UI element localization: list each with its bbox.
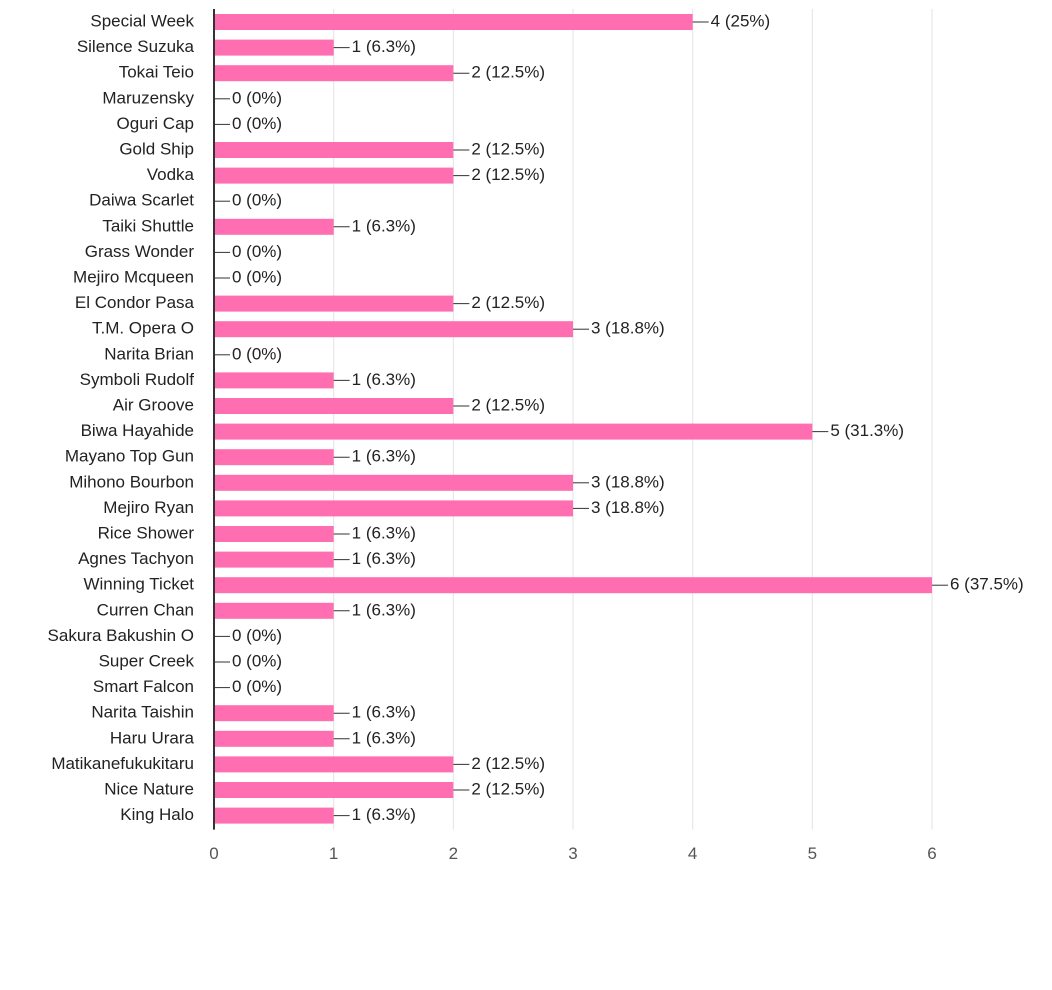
bar (214, 526, 334, 542)
value-label: 1 (6.3%) (352, 600, 416, 619)
category-label: Symboli Rudolf (80, 370, 195, 389)
value-label: 4 (25%) (711, 11, 771, 30)
category-label: Oguri Cap (117, 114, 194, 133)
bar (214, 142, 454, 158)
category-label: Narita Brian (104, 344, 194, 363)
category-label: Winning Ticket (83, 575, 194, 594)
value-label: 1 (6.3%) (352, 549, 416, 568)
x-tick-label: 2 (449, 844, 458, 863)
category-label: Taiki Shuttle (102, 216, 194, 235)
bar (214, 577, 932, 594)
bar (214, 500, 573, 517)
value-label: 2 (12.5%) (471, 139, 545, 158)
category-label: Biwa Hayahide (81, 421, 194, 440)
category-label: T.M. Opera O (92, 319, 194, 338)
category-label: King Halo (120, 805, 194, 824)
value-label: 1 (6.3%) (352, 703, 416, 722)
value-label: 2 (12.5%) (471, 395, 545, 414)
value-label: 0 (0%) (232, 651, 282, 670)
value-label: 1 (6.3%) (352, 728, 416, 747)
bar (214, 372, 334, 389)
x-tick-label: 0 (209, 844, 218, 863)
bar (214, 295, 454, 312)
bar (214, 39, 334, 56)
value-label: 0 (0%) (232, 114, 282, 133)
category-label: Narita Taishin (91, 703, 194, 722)
value-label: 0 (0%) (232, 626, 282, 645)
x-tick-label: 3 (568, 844, 577, 863)
bar (214, 14, 693, 30)
value-label: 2 (12.5%) (471, 754, 545, 773)
category-label: Sakura Bakushin O (48, 626, 194, 645)
category-label: Mihono Bourbon (69, 472, 194, 491)
category-label: Curren Chan (97, 600, 194, 619)
category-label: Mejiro Ryan (103, 498, 194, 517)
value-label: 1 (6.3%) (352, 216, 416, 235)
value-label: 2 (12.5%) (471, 293, 545, 312)
value-label: 1 (6.3%) (352, 523, 416, 542)
bar (214, 807, 334, 824)
bar (214, 705, 334, 722)
value-label: 1 (6.3%) (352, 370, 416, 389)
value-label: 3 (18.8%) (591, 472, 665, 491)
value-label: 6 (37.5%) (950, 575, 1024, 594)
value-label: 2 (12.5%) (471, 63, 545, 82)
bar (214, 423, 813, 440)
bar (214, 167, 454, 184)
category-label: Gold Ship (119, 139, 194, 158)
value-label: 0 (0%) (232, 191, 282, 210)
value-label: 2 (12.5%) (471, 165, 545, 184)
bar (214, 756, 454, 773)
category-label: Grass Wonder (85, 242, 195, 261)
category-label: Agnes Tachyon (78, 549, 194, 568)
bar (214, 321, 573, 338)
value-label: 5 (31.3%) (830, 421, 904, 440)
category-label: Rice Shower (98, 523, 195, 542)
category-label: Maruzensky (102, 88, 194, 107)
x-tick-label: 5 (808, 844, 817, 863)
value-label: 0 (0%) (232, 344, 282, 363)
bar (214, 398, 454, 414)
bar (214, 782, 454, 798)
x-tick-label: 4 (688, 844, 697, 863)
category-label: Silence Suzuka (77, 37, 195, 56)
value-label: 0 (0%) (232, 677, 282, 696)
bar (214, 449, 334, 466)
bar (214, 65, 454, 82)
bar (214, 730, 334, 747)
category-label: Matikanefukukitaru (51, 754, 194, 773)
category-label: Air Groove (113, 395, 194, 414)
value-label: 2 (12.5%) (471, 779, 545, 798)
value-label: 0 (0%) (232, 88, 282, 107)
category-label: Vodka (147, 165, 195, 184)
bar (214, 474, 573, 491)
category-label: Smart Falcon (93, 677, 194, 696)
category-label: Nice Nature (104, 779, 194, 798)
value-label: 3 (18.8%) (591, 319, 665, 338)
bar (214, 602, 334, 619)
category-label: Mejiro Mcqueen (73, 267, 194, 286)
category-label: Mayano Top Gun (65, 447, 194, 466)
value-label: 3 (18.8%) (591, 498, 665, 517)
value-label: 0 (0%) (232, 242, 282, 261)
category-label: Special Week (90, 11, 194, 30)
category-label: Daiwa Scarlet (89, 191, 194, 210)
category-label: Super Creek (99, 651, 195, 670)
value-label: 1 (6.3%) (352, 805, 416, 824)
x-tick-label: 6 (927, 844, 936, 863)
category-label: El Condor Pasa (75, 293, 195, 312)
x-tick-label: 1 (329, 844, 338, 863)
value-label: 0 (0%) (232, 267, 282, 286)
value-label: 1 (6.3%) (352, 447, 416, 466)
bar (214, 218, 334, 235)
value-label: 1 (6.3%) (352, 37, 416, 56)
bar (214, 551, 334, 568)
category-label: Tokai Teio (119, 63, 194, 82)
category-label: Haru Urara (110, 728, 195, 747)
